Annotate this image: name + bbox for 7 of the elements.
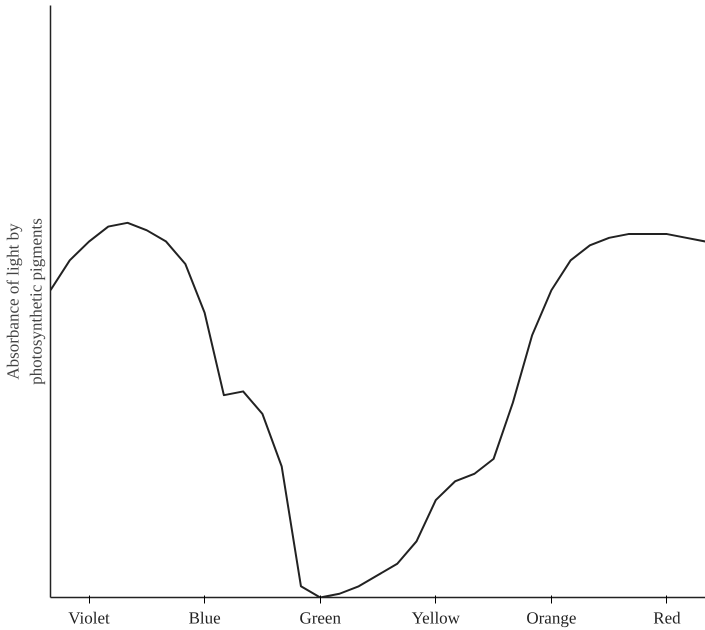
x-tick-label: Yellow (412, 608, 461, 628)
y-axis-title: Absorbance of light by photosynthetic pigments (4, 218, 46, 385)
x-tick-label: Green (299, 608, 342, 628)
x-tick-label: Red (653, 608, 682, 628)
x-tick-label: Blue (188, 608, 221, 628)
x-tick-label: Orange (526, 608, 576, 628)
x-tick-label: Violet (68, 608, 110, 628)
